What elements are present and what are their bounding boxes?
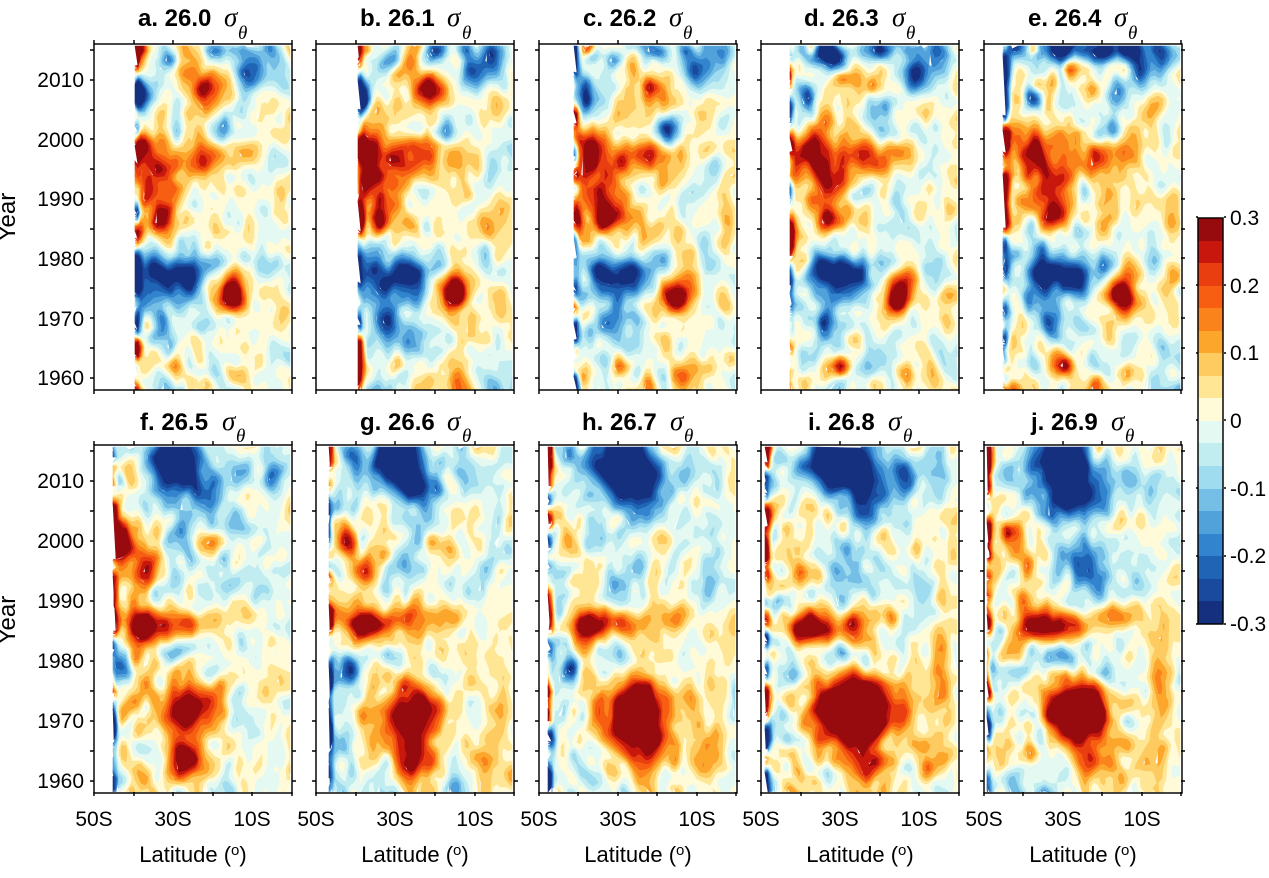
svg-text:2000: 2000	[37, 530, 84, 553]
svg-text:θ: θ	[462, 426, 471, 447]
svg-text:1970: 1970	[37, 710, 84, 733]
svg-text:σ: σ	[447, 2, 462, 32]
svg-text:σ: σ	[670, 406, 685, 436]
svg-text:Latitude (o): Latitude (o)	[584, 842, 691, 867]
svg-text:0.3: 0.3	[1230, 207, 1259, 230]
svg-text:2010: 2010	[37, 69, 84, 92]
svg-text:-0.2: -0.2	[1230, 545, 1266, 568]
svg-text:30S: 30S	[599, 808, 636, 831]
svg-text:σ: σ	[669, 2, 684, 32]
svg-text:-0.1: -0.1	[1230, 478, 1266, 501]
svg-text:0: 0	[1230, 410, 1242, 433]
svg-text:50S: 50S	[520, 808, 557, 831]
svg-text:30S: 30S	[154, 808, 191, 831]
svg-text:d. 26.3: d. 26.3	[804, 5, 879, 32]
svg-text:1960: 1960	[37, 770, 84, 793]
svg-text:θ: θ	[1125, 426, 1134, 447]
svg-text:a. 26.0: a. 26.0	[138, 5, 211, 32]
svg-text:1980: 1980	[37, 248, 84, 271]
svg-text:c. 26.2: c. 26.2	[583, 5, 656, 32]
svg-text:1990: 1990	[37, 188, 84, 211]
svg-text:30S: 30S	[821, 808, 858, 831]
svg-text:θ: θ	[1128, 23, 1137, 44]
svg-text:Latitude (o): Latitude (o)	[1029, 842, 1136, 867]
svg-text:10S: 10S	[233, 808, 270, 831]
svg-text:2010: 2010	[37, 470, 84, 493]
svg-text:1980: 1980	[37, 650, 84, 673]
svg-text:1960: 1960	[37, 367, 84, 390]
svg-text:0.2: 0.2	[1230, 275, 1259, 298]
svg-text:σ: σ	[888, 406, 903, 436]
svg-text:1990: 1990	[37, 590, 84, 613]
svg-text:Latitude (o): Latitude (o)	[806, 842, 913, 867]
svg-text:σ: σ	[1111, 406, 1126, 436]
svg-text:θ: θ	[683, 23, 692, 44]
svg-text:Year: Year	[0, 193, 21, 242]
svg-text:σ: σ	[224, 2, 239, 32]
svg-text:θ: θ	[238, 23, 247, 44]
svg-text:i. 26.8: i. 26.8	[808, 409, 875, 436]
svg-text:σ: σ	[892, 2, 907, 32]
svg-text:σ: σ	[222, 406, 237, 436]
svg-text:θ: θ	[462, 23, 471, 44]
svg-text:Latitude (o): Latitude (o)	[139, 842, 246, 867]
svg-text:-0.3: -0.3	[1230, 613, 1266, 636]
svg-text:50S: 50S	[297, 808, 334, 831]
svg-text:θ: θ	[903, 426, 912, 447]
svg-text:θ: θ	[236, 426, 245, 447]
svg-text:θ: θ	[906, 23, 915, 44]
svg-text:Year: Year	[0, 596, 21, 645]
svg-text:30S: 30S	[1044, 808, 1081, 831]
svg-text:e. 26.4: e. 26.4	[1028, 5, 1102, 32]
svg-text:0.1: 0.1	[1230, 342, 1259, 365]
svg-text:b. 26.1: b. 26.1	[360, 5, 435, 32]
svg-text:σ: σ	[447, 406, 462, 436]
svg-text:j. 26.9: j. 26.9	[1030, 409, 1098, 436]
svg-text:10S: 10S	[678, 808, 715, 831]
svg-text:50S: 50S	[75, 808, 112, 831]
svg-text:30S: 30S	[376, 808, 413, 831]
svg-text:10S: 10S	[1123, 808, 1160, 831]
svg-text:f. 26.5: f. 26.5	[140, 409, 208, 436]
svg-text:10S: 10S	[456, 808, 493, 831]
svg-text:50S: 50S	[965, 808, 1002, 831]
svg-text:10S: 10S	[900, 808, 937, 831]
svg-text:σ: σ	[1114, 2, 1129, 32]
svg-text:g. 26.6: g. 26.6	[360, 409, 435, 436]
svg-text:2000: 2000	[37, 129, 84, 152]
svg-text:1970: 1970	[37, 308, 84, 331]
svg-text:h. 26.7: h. 26.7	[582, 409, 657, 436]
svg-text:Latitude (o): Latitude (o)	[361, 842, 468, 867]
svg-text:50S: 50S	[742, 808, 779, 831]
svg-text:θ: θ	[684, 426, 693, 447]
